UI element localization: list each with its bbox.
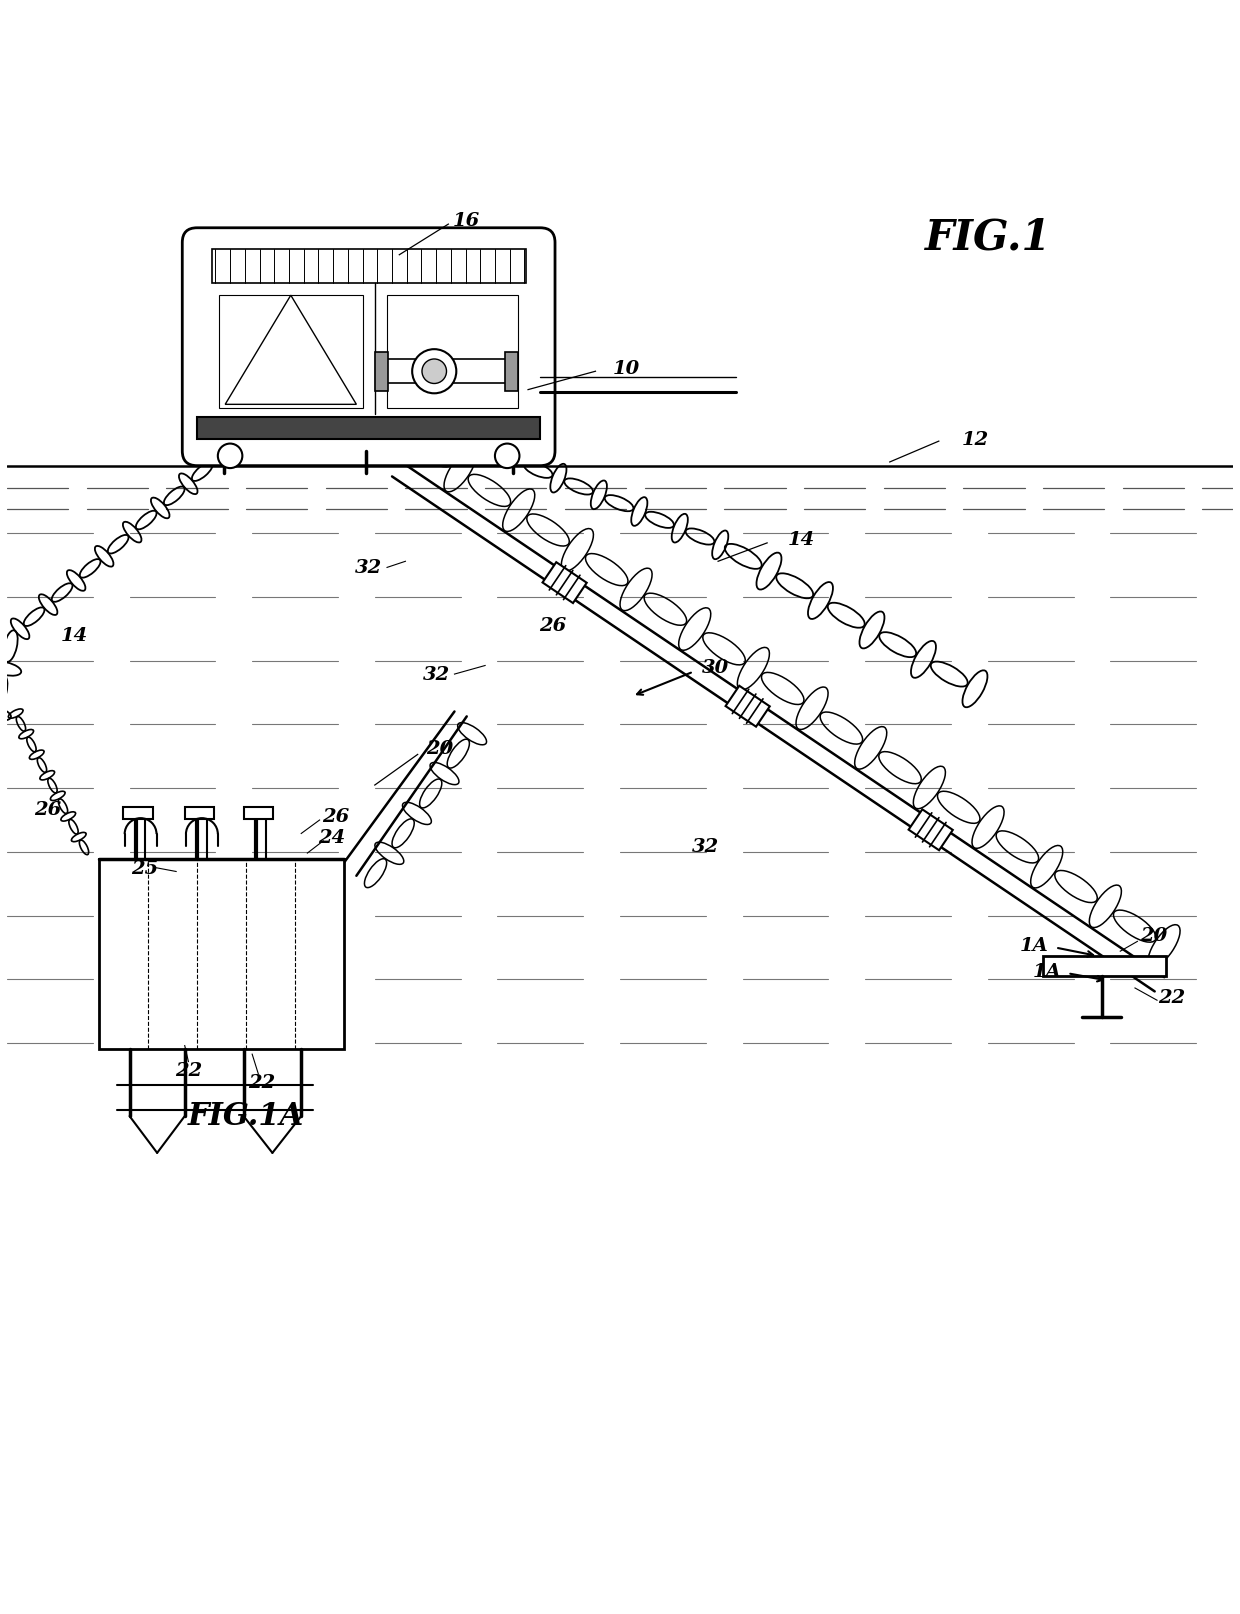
- Bar: [212, 250, 526, 284]
- Bar: [99, 859, 345, 1049]
- FancyBboxPatch shape: [725, 686, 770, 728]
- Text: FIG.1: FIG.1: [925, 216, 1052, 258]
- Text: 1A: 1A: [1021, 936, 1049, 954]
- Bar: [197, 418, 541, 439]
- Bar: [197, 418, 541, 439]
- Text: 16: 16: [453, 213, 480, 231]
- Bar: [506, 352, 517, 392]
- Text: 32: 32: [423, 665, 450, 684]
- FancyBboxPatch shape: [909, 810, 952, 851]
- Text: 30: 30: [702, 659, 729, 676]
- Text: 26: 26: [33, 801, 61, 818]
- FancyBboxPatch shape: [543, 563, 587, 604]
- Bar: [124, 807, 153, 820]
- Text: FIG.1A: FIG.1A: [188, 1101, 304, 1131]
- Text: 12: 12: [962, 431, 990, 449]
- Text: 26: 26: [539, 617, 567, 634]
- Circle shape: [412, 350, 456, 394]
- Bar: [219, 295, 362, 408]
- Text: 25: 25: [130, 859, 157, 878]
- Text: 24: 24: [319, 828, 346, 847]
- Text: 10: 10: [613, 360, 640, 378]
- Bar: [1043, 957, 1166, 976]
- Text: 32: 32: [692, 838, 719, 855]
- Bar: [379, 360, 513, 384]
- Text: 22: 22: [175, 1062, 202, 1080]
- Text: 32: 32: [355, 558, 382, 578]
- Text: 22: 22: [1158, 988, 1185, 1006]
- Text: 22: 22: [248, 1073, 275, 1091]
- Text: 14: 14: [787, 531, 815, 549]
- Bar: [185, 807, 215, 820]
- Circle shape: [422, 360, 446, 384]
- Text: 26: 26: [322, 809, 350, 826]
- Bar: [243, 807, 273, 820]
- Text: 20: 20: [1140, 926, 1167, 944]
- Bar: [376, 352, 388, 392]
- Text: 1A: 1A: [1033, 962, 1061, 980]
- Bar: [387, 295, 518, 408]
- Circle shape: [218, 444, 242, 468]
- Text: 20: 20: [427, 739, 454, 759]
- Polygon shape: [226, 295, 356, 405]
- FancyBboxPatch shape: [182, 229, 556, 466]
- Circle shape: [495, 444, 520, 468]
- Text: 14: 14: [61, 626, 88, 644]
